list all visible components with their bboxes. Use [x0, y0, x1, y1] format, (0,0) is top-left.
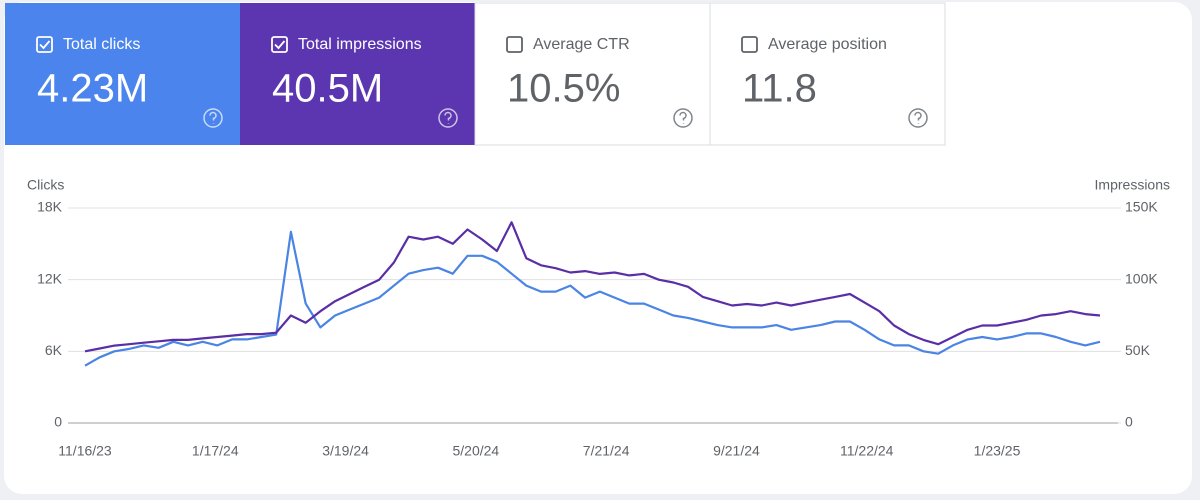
card-label: Total clicks — [63, 36, 140, 53]
card-bg — [5, 3, 240, 145]
metric-card[interactable]: Total impressions 40.5M — [240, 3, 475, 145]
card-label: Total impressions — [298, 36, 422, 53]
checkbox — [741, 36, 758, 53]
help-icon — [673, 108, 693, 128]
help-mark — [209, 111, 217, 124]
card-bg — [240, 3, 475, 145]
metric-card[interactable]: Total clicks 4.23M — [5, 3, 240, 145]
x-tick-label: 3/19/24 — [322, 443, 369, 459]
x-tick-label: 1/23/25 — [974, 443, 1021, 459]
y2-tick-label: 150K — [1125, 199, 1158, 215]
checkbox — [506, 36, 523, 53]
metric-card[interactable]: Average CTR 10.5% — [474, 2, 711, 146]
help-icon — [438, 108, 458, 128]
series-line — [84, 230, 1101, 367]
y-tick-label: 18K — [37, 199, 63, 215]
help-icon — [203, 108, 223, 128]
y2-axis-label: Impressions — [1095, 177, 1170, 193]
series-line — [84, 221, 1101, 353]
y-tick-label: 12K — [37, 270, 63, 286]
card-label: Average position — [768, 36, 887, 53]
help-icon — [908, 108, 928, 128]
x-tick-label: 11/16/23 — [58, 443, 112, 459]
y-tick-label: 0 — [54, 414, 62, 430]
card-label: Average CTR — [533, 36, 630, 53]
y-axis-label: Clicks — [27, 177, 64, 193]
x-tick-label: 11/22/24 — [840, 443, 894, 459]
y2-tick-label: 0 — [1125, 414, 1133, 430]
card-bg — [709, 2, 946, 146]
checkmark — [274, 40, 286, 50]
x-tick-label: 5/20/24 — [453, 443, 500, 459]
help-mark — [914, 111, 922, 124]
card-value: 40.5M — [272, 67, 383, 111]
card-value: 4.23M — [37, 67, 148, 111]
x-tick-label: 1/17/24 — [192, 443, 239, 459]
checkbox — [271, 36, 288, 53]
help-mark — [679, 111, 687, 124]
card-value: 10.5% — [507, 67, 620, 111]
y2-tick-label: 100K — [1125, 270, 1158, 286]
card-bg — [474, 2, 711, 146]
x-tick-label: 7/21/24 — [583, 443, 630, 459]
card-value: 11.8 — [742, 67, 817, 111]
checkbox — [36, 36, 53, 53]
x-tick-label: 9/21/24 — [713, 443, 760, 459]
y2-tick-label: 50K — [1125, 342, 1151, 358]
metric-card[interactable]: Average position 11.8 — [709, 2, 946, 146]
checkmark — [39, 40, 51, 50]
help-mark — [444, 111, 452, 124]
y-tick-label: 6K — [45, 342, 63, 358]
